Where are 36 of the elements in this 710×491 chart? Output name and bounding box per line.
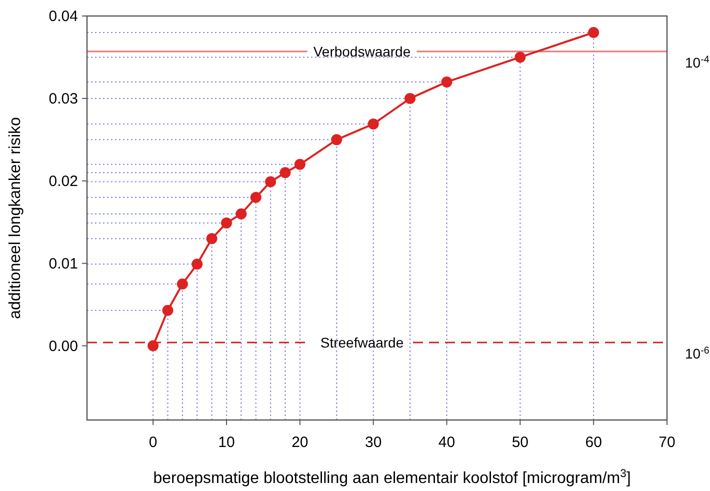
point (331, 134, 342, 146)
x-tick-label: 0 (148, 434, 158, 451)
x-tick-label: 20 (292, 434, 308, 451)
ref-line-label: Verbodswaarde (313, 43, 411, 60)
point (368, 118, 379, 130)
point (588, 26, 600, 38)
x-tick-label: 60 (585, 434, 602, 451)
point (250, 192, 262, 203)
point (280, 167, 291, 178)
y-tick-label: 0.04 (48, 8, 78, 25)
y-tick-label: 0.02 (48, 172, 78, 190)
point (514, 52, 526, 63)
point (206, 233, 218, 244)
point (176, 278, 188, 290)
y-tick-label: 0.03 (48, 90, 78, 108)
point (441, 76, 452, 88)
point (404, 92, 416, 104)
point (220, 217, 232, 228)
point (265, 176, 276, 188)
point (162, 304, 174, 316)
point (148, 340, 159, 352)
text: 10$^{-6}$ (685, 345, 710, 362)
y-tick-label: 0.01 (48, 255, 78, 272)
y-axis-title: additioneel longkanker risiko (7, 116, 24, 319)
text: 10$^{-4}$ (685, 54, 710, 70)
point (236, 208, 247, 220)
y-tick-label: 0.00 (48, 338, 78, 355)
x-axis-title: beroepsmatige blootstelling aan elementair koolstof [microgram/m$^{3}$] (153, 468, 631, 487)
x-tick-label: 10 (218, 434, 235, 451)
x-tick-label: 40 (438, 434, 456, 451)
x-tick-label: 30 (364, 434, 382, 451)
point (192, 258, 203, 270)
x-tick-label: 70 (658, 434, 676, 451)
ref-line-label: Streefwaarde (320, 334, 404, 350)
point (294, 158, 306, 170)
x-tick-label: 50 (512, 434, 529, 451)
